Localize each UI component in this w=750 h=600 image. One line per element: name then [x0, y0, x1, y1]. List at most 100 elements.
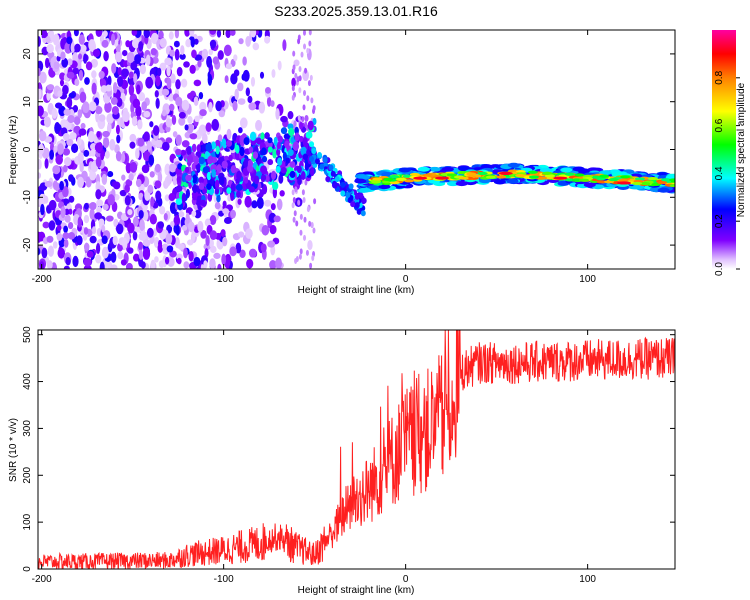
spectrogram-cell	[187, 221, 195, 233]
spectrogram-cell	[298, 66, 302, 73]
spectrogram-cell	[282, 151, 287, 161]
spectrogram-cell	[38, 88, 42, 100]
spectrogram-y-tick-label: -20	[22, 237, 33, 252]
spectrogram-cell	[152, 228, 158, 237]
spectrogram-cell	[87, 130, 95, 143]
spectrogram-cell	[657, 180, 668, 185]
spectrogram-cell	[174, 48, 180, 61]
spectrogram-cell	[235, 144, 240, 154]
spectrogram-cell	[404, 179, 415, 183]
spectrogram-cell	[138, 232, 147, 241]
spectrogram-cell	[188, 250, 194, 262]
spectrogram-cell	[574, 173, 585, 177]
spectrogram-cell	[88, 39, 96, 51]
spectrogram-cell	[564, 178, 575, 182]
spectrogram-cell	[409, 172, 420, 177]
spectrogram-cell	[142, 210, 149, 221]
spectrogram-cell	[44, 136, 53, 143]
spectrogram-cell	[121, 68, 130, 78]
spectrogram-cell	[299, 229, 303, 236]
spectrogram-cell	[42, 221, 50, 229]
spectrogram-cell	[137, 119, 143, 130]
spectrogram-cell	[466, 172, 477, 176]
spectrogram-cell	[125, 262, 133, 269]
spectrogram-cell	[90, 58, 98, 68]
spectrogram-cell	[256, 137, 262, 145]
spectrogram-cell	[154, 256, 159, 263]
spectrogram-cell	[133, 73, 138, 84]
colorbar-tick-label: 0.0	[714, 262, 725, 276]
spectrogram-cell	[157, 221, 165, 229]
spectrogram-cell	[135, 147, 140, 159]
spectrogram-cell	[143, 110, 151, 118]
spectrogram-peak	[413, 176, 428, 180]
spectrogram-cell	[496, 175, 507, 179]
spectrogram-cell	[276, 198, 283, 211]
spectrogram-cell	[277, 135, 283, 143]
spectrogram-cell	[398, 167, 411, 173]
spectrogram-cell	[237, 198, 242, 205]
spectrogram-cell	[115, 51, 122, 63]
spectrogram-cell	[446, 173, 457, 177]
spectrogram-cell	[43, 116, 51, 128]
spectrogram-y-tick-label: -10	[22, 190, 33, 205]
spectrogram-cell	[73, 116, 81, 126]
spectrogram-cell	[232, 100, 238, 112]
spectrogram-cell	[322, 156, 328, 163]
spectrogram-cell	[159, 62, 167, 71]
spectrogram-cell	[77, 216, 82, 228]
spectrogram-cell	[124, 195, 131, 206]
spectrogram-cell	[209, 30, 217, 35]
spectrogram-cell	[71, 143, 79, 154]
spectrogram-cell	[202, 187, 208, 194]
spectrogram-cell	[245, 228, 253, 239]
spectrogram-cell	[165, 137, 173, 144]
spectrogram-cell	[83, 257, 92, 267]
spectrogram-cell	[239, 249, 246, 259]
spectrogram-cell	[292, 196, 296, 203]
spectrogram-cell	[56, 232, 63, 241]
spectrogram-cell	[72, 105, 79, 113]
spectrogram-cell	[56, 224, 62, 232]
spectrogram-cell	[291, 202, 295, 209]
spectrogram-cell	[214, 179, 220, 190]
spectrogram-cell	[485, 175, 496, 179]
spectrogram-cell	[252, 42, 260, 51]
spectrogram-cell	[130, 60, 138, 71]
spectrogram-cell	[360, 210, 366, 217]
spectrogram-cell	[640, 182, 651, 186]
spectrogram-cell	[307, 240, 313, 251]
spectrogram-cell	[214, 187, 220, 195]
spectrogram-cell	[78, 53, 83, 60]
spectrogram-cell	[177, 243, 185, 251]
spectrogram-cell	[127, 209, 133, 216]
spectrogram-cell	[119, 189, 127, 197]
spectrogram-cell	[63, 265, 70, 269]
spectrogram-cell	[44, 158, 49, 169]
spectrogram-cell	[264, 132, 270, 140]
spectrogram-x-axis: -200 -100 0 100	[32, 30, 596, 285]
spectrogram-cell	[68, 208, 73, 215]
spectrogram-cell	[287, 149, 294, 157]
spectrogram-cell	[269, 224, 277, 235]
spectrogram-cell	[100, 150, 105, 161]
spectrogram-cell	[256, 197, 264, 209]
spectrogram-cell	[213, 252, 221, 260]
spectrogram-cell	[77, 176, 85, 188]
spectrogram-cell	[307, 80, 311, 87]
spectrogram-cell	[233, 69, 240, 77]
spectrogram-cell	[596, 180, 607, 184]
spectrogram-cell	[243, 157, 249, 168]
spectrogram-cell	[78, 128, 87, 136]
spectrogram-cell	[233, 54, 238, 62]
spectrogram-cell	[129, 141, 136, 149]
snr-y-label: SNR (10 * v/v)	[8, 418, 19, 482]
spectrogram-cell	[291, 77, 296, 88]
spectrogram-cell	[217, 50, 224, 60]
spectrogram-cell	[258, 101, 266, 114]
spectrogram-cell	[247, 95, 253, 104]
spectrogram-cell	[145, 76, 154, 89]
spectrogram-cell	[74, 43, 81, 53]
spectrogram-cell	[161, 141, 170, 152]
